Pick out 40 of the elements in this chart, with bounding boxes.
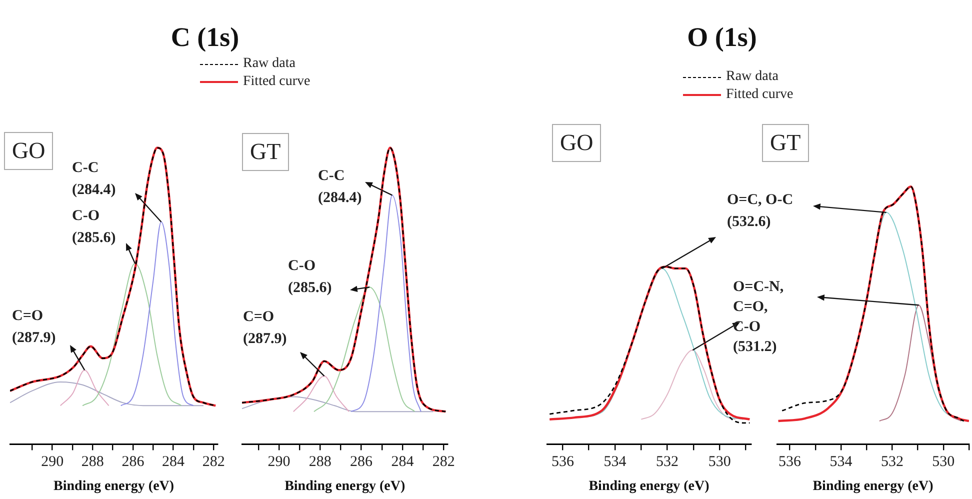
annotation: C=O (287.9) bbox=[243, 308, 287, 349]
x-tick-label: 532 bbox=[656, 454, 679, 470]
x-tick-label: 286 bbox=[350, 454, 374, 470]
x-tick-label: 288 bbox=[81, 454, 104, 470]
x-tick-label: 284 bbox=[391, 454, 414, 470]
x-tick-label: 536 bbox=[778, 454, 802, 470]
x-tick-label: 290 bbox=[41, 454, 64, 470]
x-tick-label: 530 bbox=[708, 454, 731, 470]
x-axis-title: Binding energy (eV) bbox=[588, 479, 710, 494]
text: GO bbox=[552, 124, 602, 162]
x-tick-label: 288 bbox=[308, 454, 332, 470]
text: GT bbox=[762, 124, 809, 162]
x-tick-label: 532 bbox=[880, 454, 904, 470]
annotation: GO bbox=[4, 132, 54, 170]
annotation: O=C-N, C=O, C-O (531.2) bbox=[733, 278, 784, 357]
x-tick-label: 284 bbox=[162, 454, 186, 470]
chart-title: O (1s) bbox=[686, 22, 758, 53]
annotation: C-C (284.4) bbox=[72, 159, 116, 200]
x-axis-title: Binding energy (eV) bbox=[54, 479, 174, 494]
annotation: GT bbox=[242, 133, 289, 171]
x-tick-label: 534 bbox=[830, 454, 853, 470]
x-tick-label: 286 bbox=[122, 454, 145, 470]
x-tick-label: 282 bbox=[202, 454, 225, 470]
annotation: O=C, O-C (532.6) bbox=[727, 191, 794, 232]
annotation: C-O (285.6) bbox=[288, 257, 332, 298]
x-tick-label: 290 bbox=[268, 454, 290, 470]
legend-label: Fitted curve bbox=[726, 87, 794, 103]
x-tick-label: 536 bbox=[551, 454, 574, 470]
legend-label: Fitted curve bbox=[243, 74, 310, 90]
x-axis-title: Binding energy (eV) bbox=[284, 479, 406, 494]
legend-label: Raw data bbox=[726, 69, 778, 85]
annotation: C-O (285.6) bbox=[72, 207, 116, 248]
chart-title: C (1s) bbox=[170, 22, 240, 53]
x-tick-label: 282 bbox=[432, 454, 455, 470]
annotation: C-C (284.4) bbox=[318, 167, 362, 208]
x-tick-label: 534 bbox=[604, 454, 627, 470]
x-tick-label: 530 bbox=[932, 454, 955, 470]
legend-label: Raw data bbox=[243, 56, 296, 72]
x-axis-title: Binding energy (eV) bbox=[812, 479, 934, 494]
annotation: C=O (287.9) bbox=[12, 307, 56, 348]
